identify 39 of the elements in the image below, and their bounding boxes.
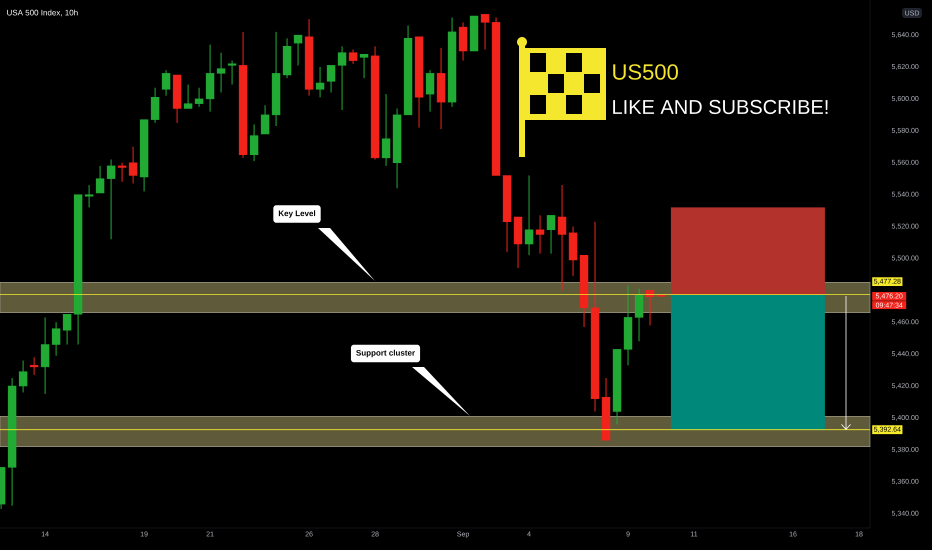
candlestick xyxy=(536,214,544,254)
candlestick xyxy=(382,94,390,166)
candlestick xyxy=(260,104,270,134)
annotation: Support cluster xyxy=(356,350,415,358)
candlestick xyxy=(184,84,192,109)
candlestick xyxy=(326,64,336,94)
candlestick xyxy=(316,66,324,98)
candlestick xyxy=(96,165,104,194)
candlestick xyxy=(634,288,644,342)
annotation: Key Level xyxy=(278,210,316,218)
annotation: USA 500 Index, 10h xyxy=(7,10,78,16)
candlestick xyxy=(294,34,302,66)
candlestick xyxy=(106,159,116,240)
candlestick xyxy=(118,162,126,182)
candlestick xyxy=(338,46,346,111)
text: US500 xyxy=(613,64,678,80)
candlestick xyxy=(458,22,468,62)
candlestick xyxy=(348,48,358,64)
candlestick xyxy=(162,70,170,96)
candlestick xyxy=(646,290,654,326)
candlestick xyxy=(228,60,236,86)
candlestick xyxy=(18,360,28,393)
candlestick xyxy=(216,52,226,94)
candlestick xyxy=(30,356,38,376)
candlestick xyxy=(150,87,160,124)
candlestick xyxy=(480,14,490,50)
text: LIKE AND SUBSCRIBE! xyxy=(613,100,828,114)
candlestick xyxy=(546,214,556,254)
candlestick xyxy=(250,124,258,162)
candlestick xyxy=(194,87,204,108)
candlestick xyxy=(62,314,72,346)
candlestick xyxy=(524,174,534,256)
candlestick xyxy=(52,322,60,356)
candlestick xyxy=(84,184,94,208)
candlestick xyxy=(360,54,368,79)
candlestick xyxy=(426,70,434,112)
candlestick xyxy=(40,316,50,395)
candlestick xyxy=(128,146,138,184)
candlestick xyxy=(558,184,566,291)
